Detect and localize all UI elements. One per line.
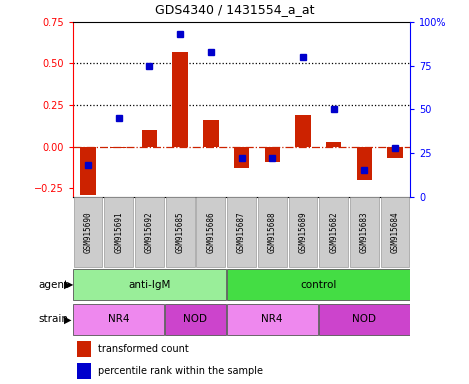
Bar bbox=[381, 197, 409, 267]
Bar bbox=[319, 197, 348, 267]
Text: transformed count: transformed count bbox=[98, 344, 189, 354]
Bar bbox=[74, 197, 102, 267]
Bar bbox=[77, 363, 91, 379]
Bar bbox=[387, 147, 403, 158]
Bar bbox=[80, 147, 96, 195]
Text: GSM915687: GSM915687 bbox=[237, 211, 246, 253]
Bar bbox=[135, 197, 164, 267]
Text: GSM915690: GSM915690 bbox=[83, 211, 92, 253]
Text: ▶: ▶ bbox=[64, 280, 72, 290]
Bar bbox=[227, 304, 318, 335]
Text: GSM915683: GSM915683 bbox=[360, 211, 369, 253]
Bar bbox=[111, 147, 127, 148]
Bar bbox=[104, 197, 133, 267]
Text: GSM915688: GSM915688 bbox=[268, 211, 277, 253]
Bar bbox=[166, 197, 195, 267]
Bar bbox=[265, 147, 280, 162]
Text: agent: agent bbox=[38, 280, 68, 290]
Text: percentile rank within the sample: percentile rank within the sample bbox=[98, 366, 264, 376]
Text: GSM915682: GSM915682 bbox=[329, 211, 338, 253]
Bar bbox=[73, 270, 226, 300]
Bar bbox=[234, 147, 249, 168]
Bar bbox=[203, 120, 219, 147]
Bar bbox=[295, 115, 310, 147]
Text: GSM915692: GSM915692 bbox=[145, 211, 154, 253]
Text: GSM915685: GSM915685 bbox=[175, 211, 185, 253]
Bar bbox=[73, 304, 164, 335]
Text: GSM915686: GSM915686 bbox=[206, 211, 215, 253]
Bar bbox=[77, 341, 91, 357]
Bar bbox=[356, 147, 372, 180]
Text: NR4: NR4 bbox=[108, 314, 129, 324]
Bar bbox=[350, 197, 379, 267]
Bar bbox=[142, 130, 157, 147]
Bar bbox=[326, 142, 341, 147]
Text: ▶: ▶ bbox=[64, 314, 72, 324]
Text: strain: strain bbox=[38, 314, 68, 324]
Bar bbox=[227, 197, 256, 267]
Text: NOD: NOD bbox=[352, 314, 376, 324]
Text: GSM915684: GSM915684 bbox=[391, 211, 400, 253]
Bar bbox=[319, 304, 410, 335]
Text: GDS4340 / 1431554_a_at: GDS4340 / 1431554_a_at bbox=[155, 3, 314, 16]
Bar bbox=[288, 197, 318, 267]
Bar bbox=[258, 197, 287, 267]
Text: anti-IgM: anti-IgM bbox=[128, 280, 171, 290]
Text: NR4: NR4 bbox=[262, 314, 283, 324]
Bar bbox=[227, 270, 410, 300]
Bar bbox=[166, 304, 226, 335]
Text: control: control bbox=[300, 280, 336, 290]
Bar bbox=[173, 52, 188, 147]
Text: NOD: NOD bbox=[183, 314, 207, 324]
Text: GSM915691: GSM915691 bbox=[114, 211, 123, 253]
Bar bbox=[197, 197, 225, 267]
Text: GSM915689: GSM915689 bbox=[298, 211, 308, 253]
